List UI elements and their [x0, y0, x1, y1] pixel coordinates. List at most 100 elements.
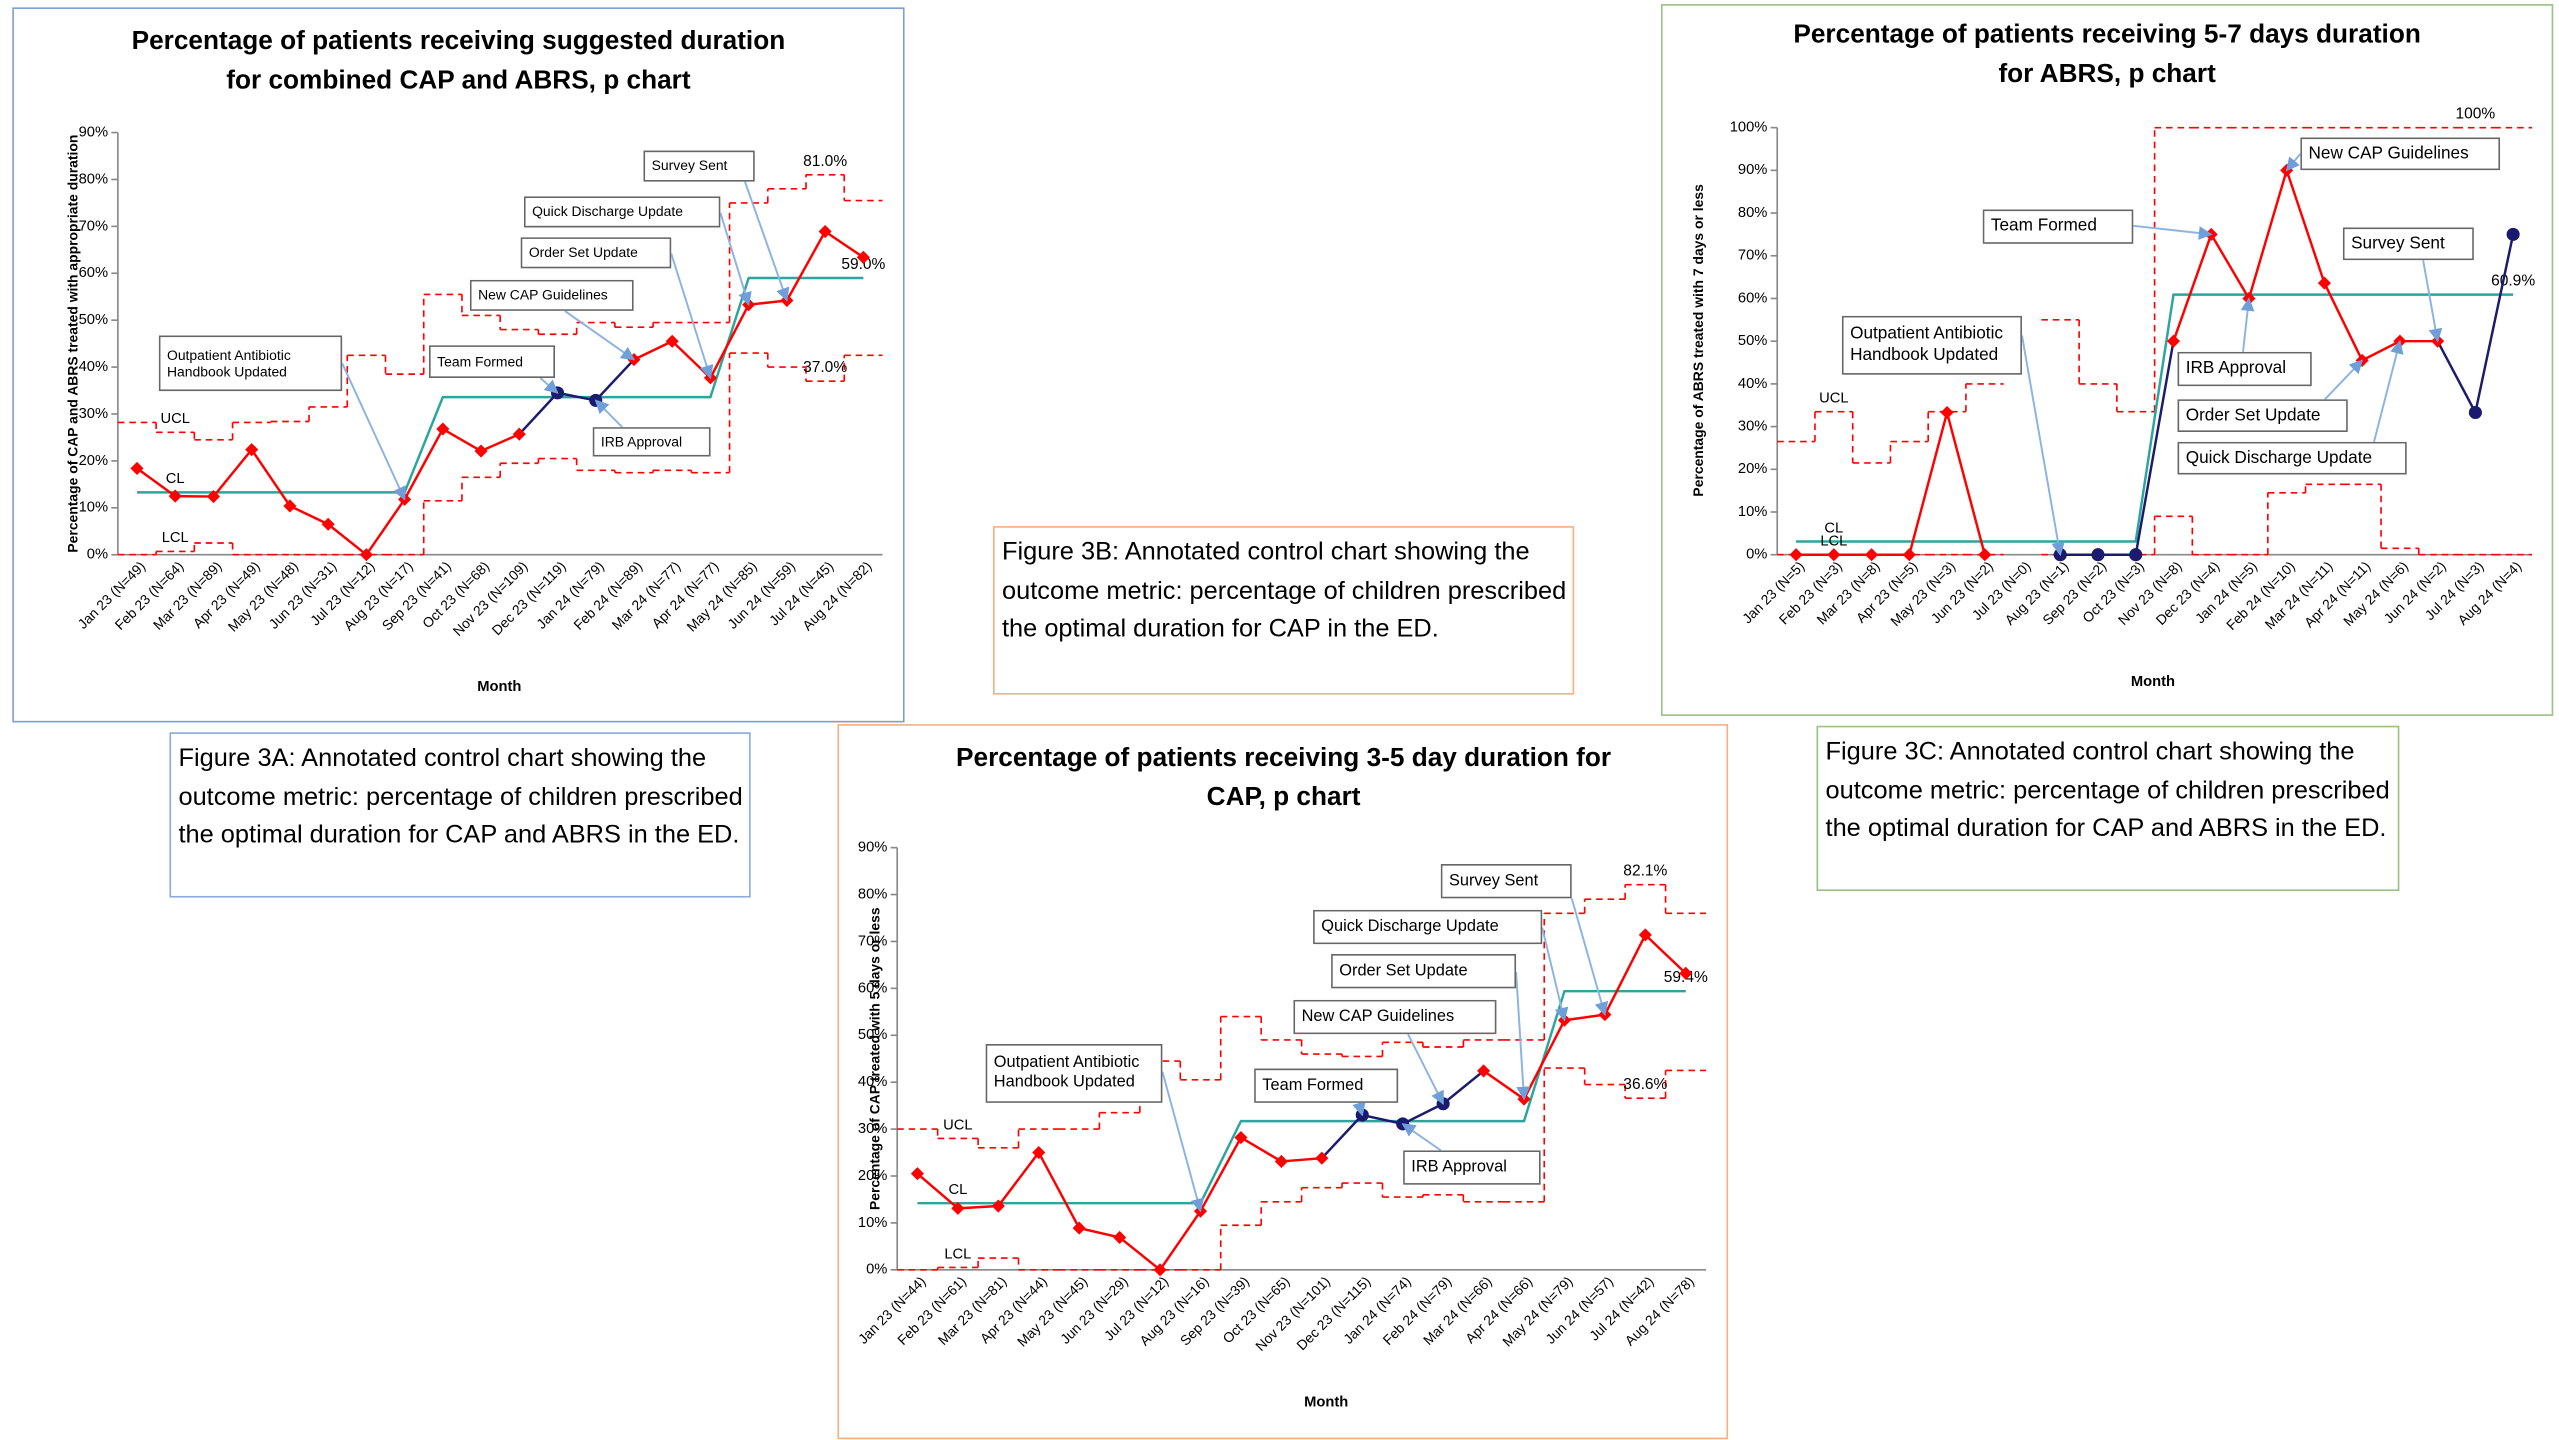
y-axis-label: Percentage of CAP and ABRS treated with …	[64, 135, 80, 553]
annotation: New CAP Guidelines	[2300, 137, 2501, 171]
data-point	[818, 224, 832, 239]
annotation-box: Team Formed	[428, 345, 556, 378]
annotation-arrow	[2324, 359, 2364, 400]
data-line-segment	[1945, 412, 1986, 556]
annotation: Team Formed	[428, 345, 556, 378]
y-tick-label: 80%	[858, 886, 887, 902]
data-point	[130, 461, 144, 475]
annotation-box: Outpatient Antibiotic Handbook Updated	[1841, 315, 2022, 375]
annotation: Quick Discharge Update	[523, 196, 721, 228]
y-tick-label: 10%	[858, 1215, 887, 1231]
data-point	[1679, 966, 1693, 980]
data-line-segment	[2172, 234, 2213, 342]
annotation-arrow	[594, 399, 623, 428]
annotation: Order Set Update	[2177, 399, 2348, 432]
data-line-segment	[916, 1172, 959, 1210]
limit-name: CL	[1824, 520, 1843, 536]
annotation-arrow	[1407, 1033, 1445, 1105]
data-line-segment	[594, 358, 635, 402]
annotation-arrow	[564, 310, 636, 361]
data-line-segment	[136, 467, 176, 498]
data-line-segment	[2134, 340, 2175, 555]
annotation-box: Order Set Update	[520, 237, 672, 269]
annotation: Order Set Update	[1331, 954, 1517, 989]
data-point	[2129, 548, 2143, 562]
limit-name: UCL	[943, 1117, 972, 1133]
data-line-segment	[2210, 233, 2251, 300]
annotation-box: IRB Approval	[2177, 351, 2312, 387]
data-line-segment	[1644, 933, 1687, 975]
annotation: Quick Discharge Update	[2177, 441, 2407, 475]
annotation-arrow	[670, 253, 714, 380]
data-line-segment	[250, 448, 291, 507]
data-line-segment	[2285, 169, 2326, 284]
annotation-box: New CAP Guidelines	[469, 279, 634, 311]
data-line-segment	[1240, 1136, 1283, 1163]
data-point	[1865, 548, 1879, 562]
data-point	[665, 334, 679, 348]
data-line-segment	[709, 304, 750, 379]
chart-frame	[837, 724, 1729, 1440]
limit-name: LCL	[944, 1246, 971, 1262]
y-tick-label: 20%	[858, 1168, 887, 1184]
annotation-box: Order Set Update	[2177, 399, 2348, 432]
data-point	[2506, 227, 2520, 241]
chart-title-box: Percentage of patients receiving 5-7 day…	[1793, 21, 2421, 89]
limit-value-label: 59.0%	[841, 256, 885, 273]
caption-box: Figure 3A: Annotated control chart showi…	[178, 745, 742, 850]
data-point	[742, 298, 756, 312]
chart-title: Percentage of patients receiving 3-5 day…	[956, 744, 1612, 812]
y-tick-label: 100%	[1730, 120, 1768, 136]
y-tick-label: 0%	[87, 547, 108, 563]
annotation-arrow	[1515, 971, 1531, 1101]
limit-value-label: 81.0%	[803, 153, 847, 170]
chart-title: Percentage of patients receiving 5-7 day…	[1793, 21, 2421, 89]
data-line-segment	[480, 433, 520, 453]
data-point	[321, 517, 335, 531]
data-line-segment	[212, 448, 253, 498]
x-axis-label: Month	[2131, 674, 2175, 690]
annotation: Survey Sent	[2342, 227, 2474, 261]
limit-value-label: 37.0%	[803, 359, 847, 376]
data-point	[910, 1167, 924, 1181]
data-point	[2166, 334, 2181, 348]
y-tick-label: 90%	[1738, 162, 1767, 178]
caption: Figure 3C: Annotated control chart showi…	[1825, 738, 2390, 843]
annotation: IRB Approval	[1403, 1150, 1541, 1185]
annotation-box: Survey Sent	[2342, 227, 2474, 261]
data-line-segment	[2474, 234, 2515, 413]
caption-box: Figure 3B: Annotated control chart showi…	[1001, 538, 1567, 644]
y-tick-label: 10%	[79, 500, 108, 516]
data-point	[1477, 1064, 1491, 1078]
annotation-arrow	[1352, 1101, 1366, 1117]
annotation-box: Quick Discharge Update	[2177, 441, 2407, 475]
caption: Figure 3B: Annotated control chart showi…	[1001, 538, 1567, 644]
data-point	[1789, 548, 1803, 562]
data-point	[1072, 1221, 1086, 1235]
data-point	[2091, 548, 2105, 562]
annotation: New CAP Guidelines	[469, 279, 634, 311]
annotation-box: Quick Discharge Update	[523, 196, 721, 228]
data-point	[474, 444, 488, 458]
data-line-segment	[997, 1151, 1040, 1207]
x-axis-label: Month	[477, 679, 521, 695]
data-line-segment	[327, 523, 368, 556]
annotation-arrow	[1541, 927, 1569, 1022]
y-tick-label: 70%	[79, 218, 108, 234]
annotation-arrow	[539, 377, 559, 394]
annotation-arrow	[1161, 1071, 1204, 1213]
limit-name: UCL	[160, 411, 189, 427]
y-tick-label: 30%	[1738, 418, 1767, 434]
y-tick-label: 80%	[79, 171, 108, 187]
chart-frame	[12, 7, 905, 723]
data-line-segment	[1037, 1151, 1081, 1229]
annotation-box: Outpatient Antibiotic Handbook Updated	[158, 335, 343, 392]
y-tick-label: 20%	[79, 453, 108, 469]
annotation-box: IRB Approval	[592, 427, 711, 457]
limit-name: LCL	[162, 530, 189, 546]
annotation-box: Outpatient Antibiotic Handbook Updated	[985, 1044, 1163, 1103]
limit-value-label: 60.9%	[2491, 273, 2535, 290]
data-point	[1355, 1108, 1369, 1122]
annotation-arrow	[2240, 297, 2255, 352]
